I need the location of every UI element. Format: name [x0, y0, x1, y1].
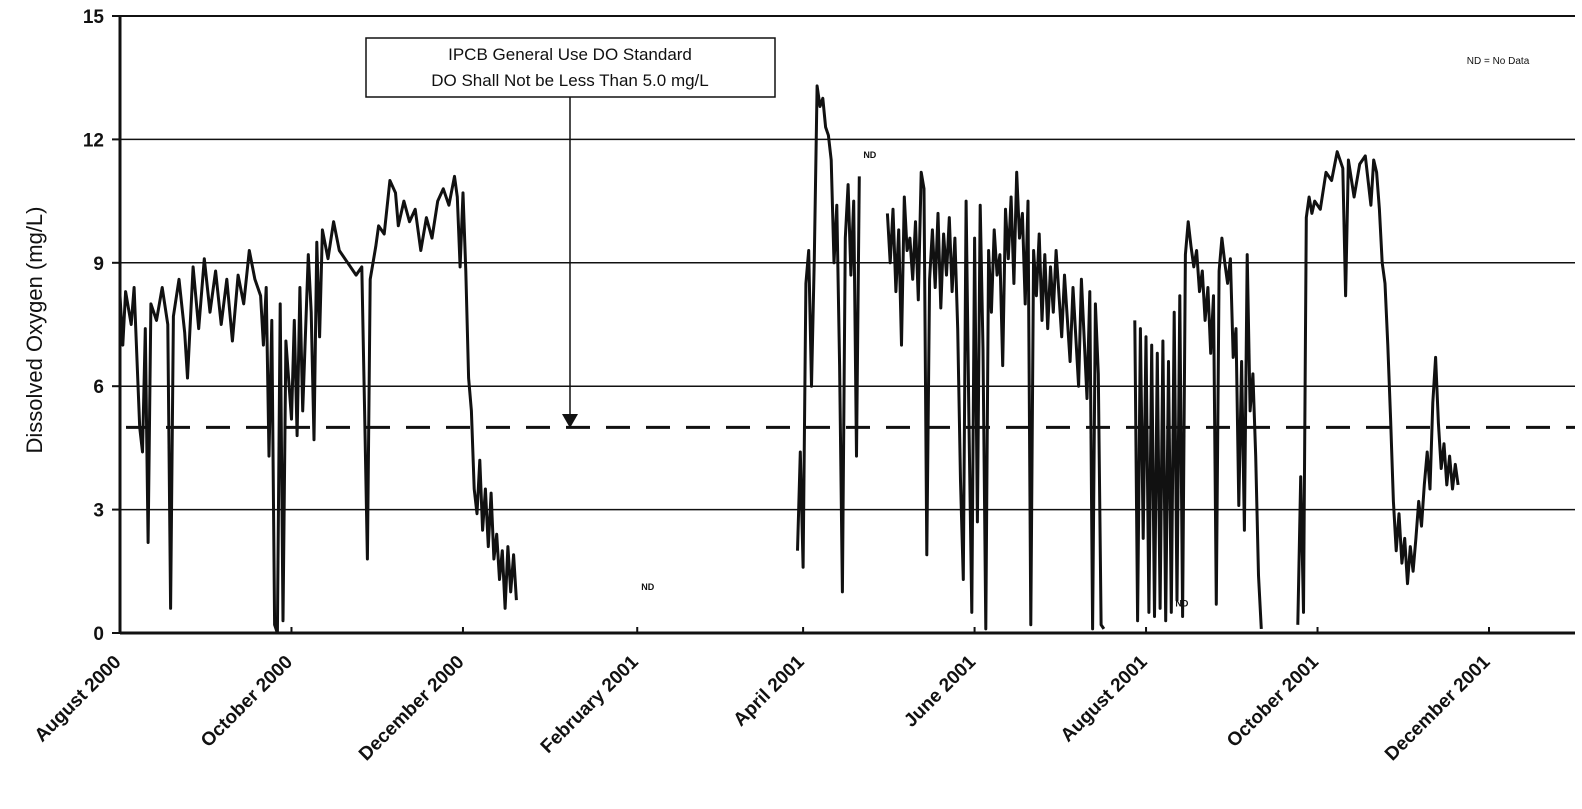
y-tick-label: 15: [83, 7, 105, 28]
x-axis-ticks: August 2000 October 2000 December 2000 Febr…: [31, 627, 1495, 765]
nd-legend-note: ND = No Data: [1467, 56, 1530, 67]
do-series-line: [796, 84, 861, 594]
x-tick-label: October 2000: [197, 652, 297, 752]
annotation-box: IPCB General Use DO Standard DO Shall No…: [365, 37, 776, 428]
nd-label: ND: [863, 150, 876, 160]
y-tick-label: 0: [93, 624, 104, 645]
gridlines: [120, 138, 1575, 511]
do-series-line: [885, 170, 1106, 631]
nd-label: ND: [1175, 598, 1188, 608]
do-series-line: [1133, 220, 1263, 629]
y-axis-ticks: 0 3 6 9 12 15: [83, 7, 120, 645]
y-axis-label: Dissolved Oxygen (mg/L): [22, 207, 47, 454]
annotation-line-1: IPCB General Use DO Standard: [448, 45, 692, 64]
y-tick-label: 12: [83, 130, 104, 151]
do-series-line: [118, 174, 518, 635]
x-tick-label: June 2001: [900, 651, 980, 731]
y-tick-label: 6: [93, 377, 104, 398]
annotation-frame: [365, 37, 776, 98]
x-tick-label: December 2000: [355, 652, 468, 765]
y-tick-label: 9: [93, 254, 104, 275]
annotation-line-2: DO Shall Not be Less Than 5.0 mg/L: [431, 71, 709, 90]
annotation-arrowhead: [562, 414, 578, 428]
x-tick-label: August 2000: [31, 652, 126, 747]
x-tick-label: February 2001: [537, 651, 643, 757]
nd-labels: ND ND ND: [641, 150, 1189, 608]
y-tick-label: 3: [93, 501, 104, 522]
x-tick-label: August 2001: [1057, 651, 1152, 746]
do-series-line: [1296, 150, 1460, 625]
x-tick-label: April 2001: [730, 651, 809, 730]
nd-label: ND: [641, 582, 654, 592]
x-tick-label: October 2001: [1223, 651, 1323, 751]
do-series: [118, 84, 1460, 635]
x-tick-label: December 2001: [1381, 651, 1495, 765]
